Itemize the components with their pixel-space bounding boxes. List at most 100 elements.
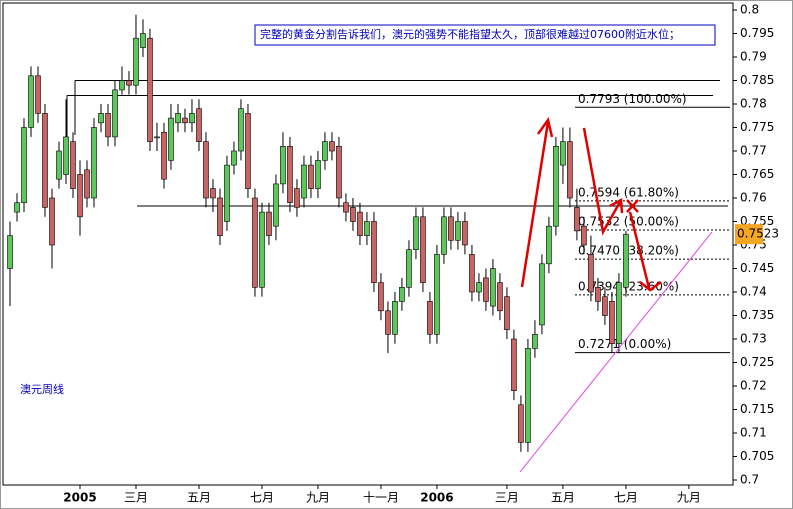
y-tick-label: 0.715	[740, 402, 774, 416]
candle-body	[441, 216, 447, 255]
y-tick-label: 0.745	[740, 261, 774, 275]
candle-body	[105, 113, 111, 138]
candle-body	[140, 33, 146, 48]
candle-body	[273, 183, 279, 227]
y-tick-label: 0.765	[740, 167, 774, 181]
candle-body	[42, 113, 48, 208]
last-price-box	[735, 224, 763, 245]
y-tick-label: 0.705	[740, 449, 774, 463]
candle-body	[217, 197, 223, 236]
y-tick-label: 0.71	[740, 426, 767, 440]
candle-body	[14, 202, 20, 213]
candle-body	[203, 141, 209, 199]
x-tick-label: 七月	[250, 491, 274, 505]
candle-body	[483, 277, 489, 302]
candle-body	[224, 164, 230, 222]
trend-line	[519, 231, 713, 473]
y-tick-label: 0.76	[740, 191, 767, 205]
candle-body	[343, 202, 349, 213]
candle-body	[49, 197, 55, 246]
candle-body	[308, 164, 314, 189]
candle-body	[532, 333, 538, 349]
y-tick-label: 0.775	[740, 120, 774, 134]
candle-body	[196, 108, 202, 142]
candle-body	[595, 286, 601, 302]
candle-body	[518, 404, 524, 443]
candle-body	[84, 169, 90, 199]
candle-body	[504, 296, 510, 330]
candle-body	[126, 80, 132, 86]
candle-body	[546, 225, 552, 265]
y-tick-label: 0.7	[740, 473, 759, 487]
candle-body	[448, 216, 454, 241]
candle-body	[357, 211, 363, 236]
y-tick-label: 0.79	[740, 50, 767, 64]
candle-body	[252, 197, 258, 288]
x-tick-label: 三月	[124, 491, 148, 505]
marks: 0.8 0.795 0.79 0.785 0.78 0.775 0.77 0.765 0.76 0…	[7, 3, 779, 505]
candle-body	[581, 225, 587, 246]
candle-body	[245, 113, 251, 189]
candle-body	[602, 296, 608, 316]
fib-label: 0.7594 (61.80%)	[578, 185, 679, 199]
candle-body	[490, 268, 496, 307]
candle-body	[511, 338, 517, 392]
x-tick-label: 七月	[614, 491, 638, 505]
candle-body	[623, 233, 629, 288]
candle-body	[77, 174, 83, 218]
candle-body	[462, 221, 468, 246]
candle-body	[392, 301, 398, 335]
candle-body	[175, 113, 181, 124]
y-tick-label: 0.74	[740, 285, 767, 299]
candle-body	[434, 254, 440, 335]
y-tick-label: 0.78	[740, 97, 767, 111]
candle-body	[238, 108, 244, 152]
candle-body	[413, 216, 419, 251]
candle-body	[147, 37, 153, 142]
candle-body	[259, 211, 265, 288]
candle-body	[189, 113, 195, 124]
candle-body	[406, 249, 412, 288]
candle-body	[287, 146, 293, 204]
candle-body	[182, 117, 188, 124]
fib-label: 0.7532 (50.00%)	[578, 214, 679, 228]
candle-body	[210, 188, 216, 199]
candle-body	[476, 282, 482, 293]
candle-body	[567, 141, 573, 199]
x-tick-label: 2006	[420, 491, 453, 505]
fib-label: 0.7793 (100.00%)	[578, 92, 687, 106]
candle-body	[161, 131, 167, 180]
x-tick-label: 九月	[306, 491, 330, 505]
candle-body	[455, 221, 461, 241]
candle-body	[119, 80, 125, 91]
candle-body	[35, 75, 41, 114]
x-tick-label: 五月	[187, 491, 211, 505]
candle-body	[168, 117, 174, 161]
candle-body	[364, 221, 370, 236]
candle-body	[7, 235, 13, 269]
x-tick-label: 三月	[495, 491, 519, 505]
x-tick-label: 2005	[63, 491, 96, 505]
candle-body	[497, 282, 503, 312]
y-tick-label: 0.795	[740, 26, 774, 40]
y-tick-label: 0.8	[740, 3, 759, 17]
fib-label: 0.7271 (0.00%)	[578, 337, 671, 351]
candle-body	[574, 207, 580, 232]
last-price-label: 0.7523	[737, 227, 779, 241]
candle-body	[616, 282, 622, 345]
candle-body	[133, 37, 139, 86]
candle-body	[231, 150, 237, 166]
candle-body	[98, 113, 104, 124]
candle-body	[399, 286, 405, 302]
candle-body	[609, 301, 615, 344]
y-tick-label: 0.735	[740, 308, 774, 322]
candle-body	[553, 146, 559, 227]
candle-body	[371, 221, 377, 283]
y-tick-label: 0.73	[740, 332, 767, 346]
candle-body	[266, 211, 272, 236]
candle-body	[588, 254, 594, 293]
x-tick-label: 五月	[551, 491, 575, 505]
candle-body	[329, 141, 335, 152]
